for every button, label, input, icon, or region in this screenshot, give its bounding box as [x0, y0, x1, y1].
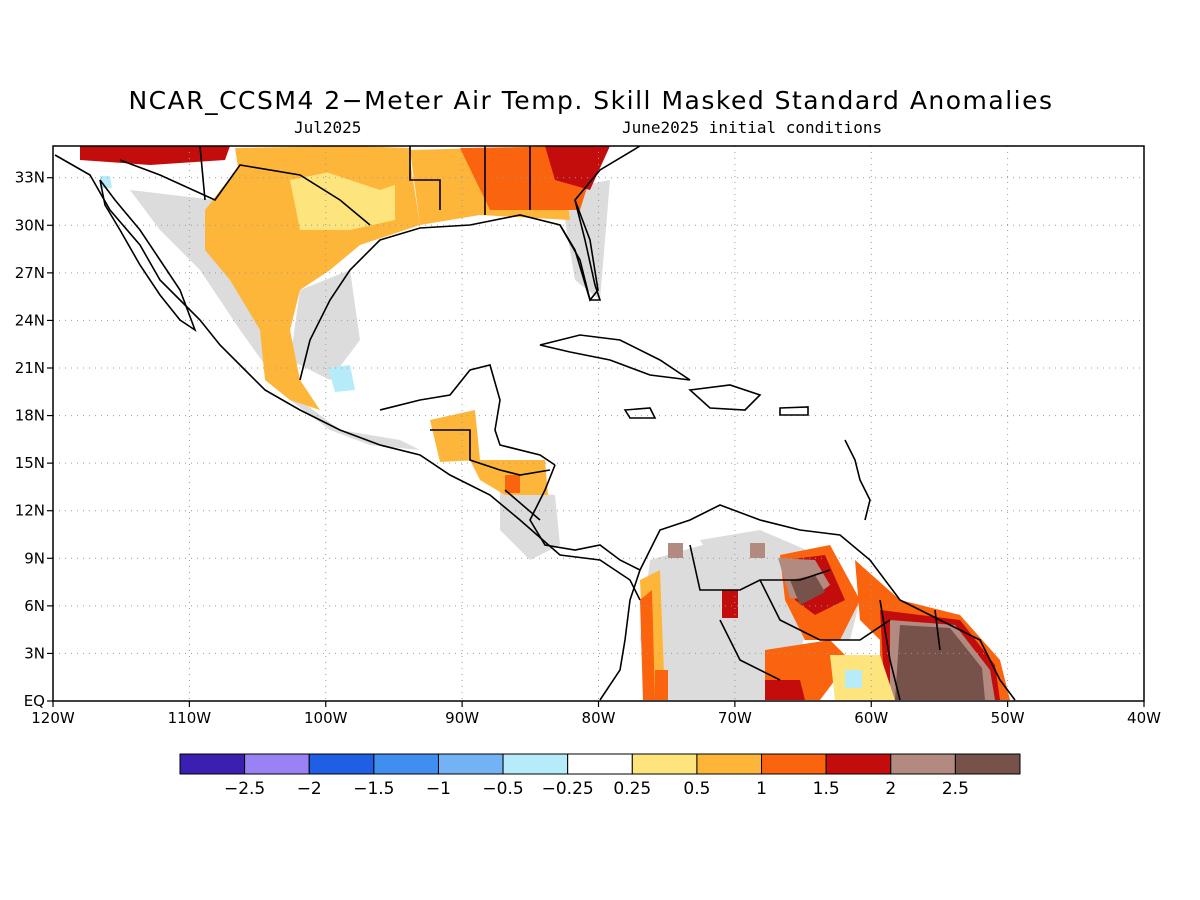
- lon-tick-label: 80W: [582, 709, 616, 727]
- anomaly-mexico-cool: [328, 365, 355, 392]
- anomaly-colombia-coast-warm: [640, 590, 655, 700]
- lat-tick-label: 24N: [15, 311, 45, 329]
- colorbar-label: −1.5: [353, 779, 394, 799]
- anomaly-colombia-south: [655, 670, 668, 700]
- colorbar: −2.5 −2 −1.5 −1 −0.5 −0.25 0.25 0.5 1 1.5 2 2.5: [179, 753, 1021, 799]
- anomaly-venezuela-small: [722, 590, 738, 618]
- colorbar-label: 1: [756, 779, 767, 799]
- anomaly-colombia-small: [668, 543, 683, 558]
- colorbar-swatch: [179, 753, 246, 775]
- skill-mask-mexico: [130, 190, 420, 450]
- coast-baja: [99, 179, 197, 333]
- lat-tick-label: EQ: [24, 692, 45, 710]
- coast-mexico-pacific: [54, 154, 641, 601]
- coast-puerto-rico: [779, 406, 809, 416]
- colorbar-label: 1.5: [813, 779, 840, 799]
- lat-tick-label: 12N: [15, 502, 45, 520]
- map-panel: [53, 146, 1144, 701]
- lat-tick-label: 27N: [15, 264, 45, 282]
- lon-tick-label: 70W: [718, 709, 752, 727]
- map-title: NCAR_CCSM4 2−Meter Air Temp. Skill Maske…: [128, 86, 1054, 115]
- lat-tick-label: 15N: [15, 454, 45, 472]
- colorbar-label: −2: [297, 779, 322, 799]
- coast-cuba: [539, 334, 691, 381]
- border-us-mexico: [119, 159, 371, 226]
- initial-conditions-label: June2025 initial conditions: [622, 118, 883, 137]
- colorbar-swatch: [954, 753, 1021, 775]
- border-central-america: [430, 429, 551, 521]
- colorbar-swatch: [696, 753, 763, 775]
- colorbar-label: 2: [885, 779, 896, 799]
- colorbar-swatch: [890, 753, 956, 775]
- lat-tick-label: 3N: [24, 644, 45, 662]
- colorbar-label: −0.25: [542, 779, 594, 799]
- lon-tick-label: 60W: [854, 709, 888, 727]
- colorbar-swatch: [502, 753, 569, 775]
- forecast-month: Jul2025: [294, 118, 362, 137]
- anomaly-southwest-us: [80, 146, 230, 165]
- anomaly-amazon-center: [830, 655, 895, 700]
- coast-yucatan: [379, 364, 556, 466]
- coastlines: [54, 146, 1016, 701]
- graticule: [53, 146, 1144, 701]
- coast-jamaica: [623, 407, 657, 419]
- lon-tick-label: 100W: [304, 709, 348, 727]
- colorbar-swatch: [761, 753, 827, 775]
- lon-tick-label: 110W: [168, 709, 212, 727]
- colorbar-swatch: [244, 753, 310, 775]
- coast-lesser-antilles: [844, 439, 871, 521]
- colorbar-swatch: [437, 753, 504, 775]
- lon-tick-label: 120W: [31, 709, 75, 727]
- colorbar-label: 2.5: [942, 779, 969, 799]
- colorbar-label: −2.5: [224, 779, 265, 799]
- coast-hispaniola: [688, 384, 762, 411]
- colorbar-label: 0.5: [683, 779, 710, 799]
- colorbar-swatch: [825, 753, 892, 775]
- colorbar-swatch: [308, 753, 375, 775]
- colorbar-label: 0.25: [613, 779, 651, 799]
- colorbar-label: −0.5: [482, 779, 523, 799]
- anomaly-amazon-cool: [845, 670, 862, 688]
- lon-tick-label: 50W: [991, 709, 1025, 727]
- lat-tick-label: 30N: [15, 216, 45, 234]
- lon-tick-label: 40W: [1127, 709, 1161, 727]
- colorbar-swatch: [631, 753, 698, 775]
- lat-tick-label: 33N: [15, 169, 45, 187]
- lon-tick-label: 90W: [445, 709, 479, 727]
- colorbar-label: −1: [426, 779, 451, 799]
- lat-tick-label: 18N: [15, 407, 45, 425]
- anomaly-guianas-max: [895, 625, 985, 700]
- anomaly-southeast-us-hot: [545, 146, 610, 190]
- lat-tick-label: 21N: [15, 359, 45, 377]
- coast-south-america-west: [599, 569, 641, 701]
- anomaly-shading: [80, 146, 1010, 700]
- border-south-america: [689, 544, 941, 701]
- lat-tick-label: 6N: [24, 597, 45, 615]
- anomaly-amazon-hot: [765, 680, 805, 700]
- coast-gulf: [299, 146, 641, 381]
- lat-tick-label: 9N: [24, 549, 45, 567]
- anomaly-honduras-warm: [505, 475, 520, 493]
- colorbar-swatch: [567, 753, 633, 775]
- latitude-axis: 33N 30N 27N 24N 21N 18N 15N 12N 9N 6N 3N EQ: [15, 169, 53, 710]
- coast-south-america-north: [639, 504, 1016, 701]
- coast-caribbean-central: [529, 464, 641, 571]
- anomaly-venezuela-small-2: [750, 543, 765, 558]
- longitude-axis: 120W 110W 100W 90W 80W 70W 60W 50W 40W: [31, 701, 1161, 727]
- anomaly-texas-north: [235, 146, 410, 190]
- coast-florida: [559, 199, 602, 301]
- border-us-states: [199, 146, 531, 215]
- anomaly-venezuela-east-max: [790, 575, 825, 605]
- skill-mask-central-america: [500, 490, 560, 560]
- colorbar-swatch: [373, 753, 439, 775]
- anomaly-yucatan: [430, 410, 480, 462]
